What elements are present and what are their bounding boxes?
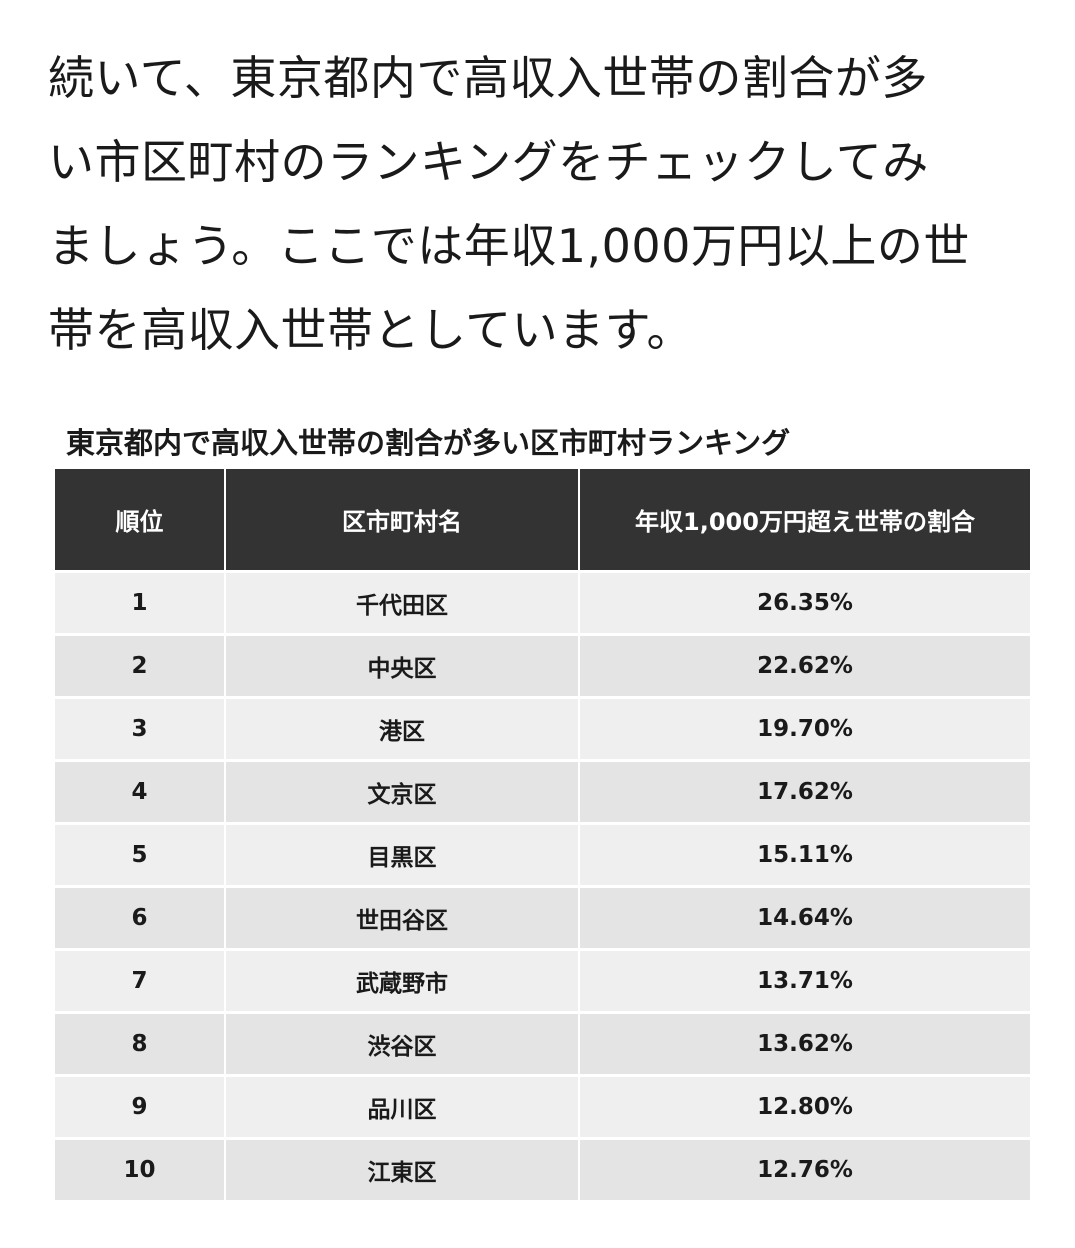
- intro-line: 続いて、東京都内で高収入世帯の割合が多: [48, 51, 928, 105]
- pct-cell: 15.11%: [579, 823, 1030, 888]
- table-row: 8 渋谷区 13.62%: [55, 1012, 1030, 1077]
- rank-cell: 2: [55, 634, 226, 699]
- intro-line: ましょう。ここでは年収1,000万円以上の世: [48, 219, 970, 273]
- table-row: 3 港区 19.70%: [55, 697, 1030, 762]
- intro-line: 帯を高収入世帯としています。: [48, 303, 694, 357]
- name-cell: 千代田区: [225, 571, 580, 636]
- rank-cell: 6: [55, 886, 226, 951]
- table-row: 10 江東区 12.76%: [55, 1138, 1030, 1203]
- table-row: 7 武蔵野市 13.71%: [55, 949, 1030, 1014]
- pct-cell: 19.70%: [579, 697, 1030, 762]
- pct-cell: 13.62%: [579, 1012, 1030, 1077]
- table-row: 9 品川区 12.80%: [55, 1075, 1030, 1140]
- name-cell: 武蔵野市: [225, 949, 580, 1014]
- intro-paragraph: 続いて、東京都内で高収入世帯の割合が多 い市区町村のランキングをチェックしてみ …: [48, 36, 1038, 372]
- header-name: 区市町村名: [225, 469, 580, 573]
- rank-cell: 9: [55, 1075, 226, 1140]
- ranking-table: 順位 区市町村名 年収1,000万円超え世帯の割合 1 千代田区 26.35% …: [55, 469, 1030, 1203]
- table-row: 6 世田谷区 14.64%: [55, 886, 1030, 951]
- pct-cell: 14.64%: [579, 886, 1030, 951]
- pct-cell: 13.71%: [579, 949, 1030, 1014]
- table-row: 5 目黒区 15.11%: [55, 823, 1030, 888]
- table-row: 4 文京区 17.62%: [55, 760, 1030, 825]
- intro-line: い市区町村のランキングをチェックしてみ: [48, 135, 929, 189]
- header-rank: 順位: [55, 469, 226, 573]
- name-cell: 渋谷区: [225, 1012, 580, 1077]
- table-row: 1 千代田区 26.35%: [55, 571, 1030, 636]
- rank-cell: 3: [55, 697, 226, 762]
- pct-cell: 17.62%: [579, 760, 1030, 825]
- rank-cell: 7: [55, 949, 226, 1014]
- name-cell: 目黒区: [225, 823, 580, 888]
- rank-cell: 8: [55, 1012, 226, 1077]
- pct-cell: 26.35%: [579, 571, 1030, 636]
- rank-cell: 1: [55, 571, 226, 636]
- pct-cell: 22.62%: [579, 634, 1030, 699]
- name-cell: 港区: [225, 697, 580, 762]
- table-row: 2 中央区 22.62%: [55, 634, 1030, 699]
- rank-cell: 4: [55, 760, 226, 825]
- name-cell: 江東区: [225, 1138, 580, 1203]
- name-cell: 世田谷区: [225, 886, 580, 951]
- header-pct: 年収1,000万円超え世帯の割合: [579, 469, 1030, 573]
- table-header-row: 順位 区市町村名 年収1,000万円超え世帯の割合: [55, 469, 1030, 573]
- name-cell: 品川区: [225, 1075, 580, 1140]
- name-cell: 文京区: [225, 760, 580, 825]
- pct-cell: 12.80%: [579, 1075, 1030, 1140]
- name-cell: 中央区: [225, 634, 580, 699]
- rank-cell: 5: [55, 823, 226, 888]
- table-title: 東京都内で高収入世帯の割合が多い区市町村ランキング: [66, 426, 791, 460]
- rank-cell: 10: [55, 1138, 226, 1203]
- pct-cell: 12.76%: [579, 1138, 1030, 1203]
